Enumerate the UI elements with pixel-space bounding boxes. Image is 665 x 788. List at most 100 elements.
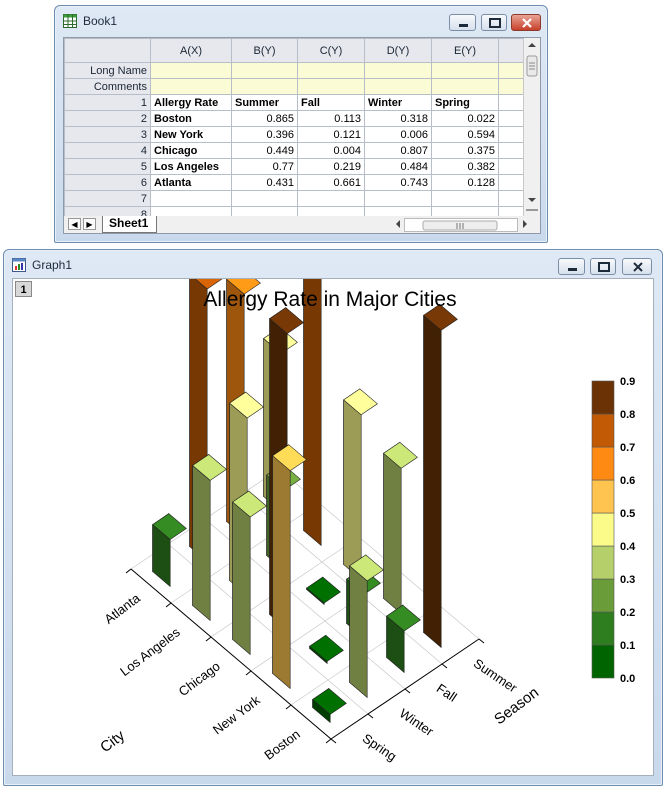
season-axis-tick [441,663,448,669]
cell[interactable] [231,62,298,79]
horizontal-scrollbar[interactable] [404,218,518,232]
value-cell[interactable]: 0.375 [431,142,499,159]
workbook-titlebar[interactable]: Book1 [61,11,541,33]
value-cell[interactable]: 0.121 [297,126,365,143]
layer-badge[interactable]: 1 [15,281,32,297]
graph-titlebar[interactable]: Graph1 [10,255,656,277]
maximize-button[interactable] [590,258,616,275]
value-cell[interactable]: 0.022 [431,110,499,127]
city-tick-label: Boston [261,726,302,762]
column-header[interactable]: D(Y) [364,38,432,63]
scroll-right-icon[interactable] [519,217,531,231]
sheet-tab[interactable]: Sheet1 [102,216,158,233]
city-tick-label: Chicago [176,658,223,699]
row-header[interactable]: 7 [64,190,151,207]
value-cell[interactable]: 0.382 [431,158,499,175]
value-cell[interactable]: 0.431 [231,174,298,191]
cell[interactable] [364,190,432,207]
close-icon [633,262,643,272]
scroll-left-icon[interactable] [392,217,404,231]
worksheet-grid[interactable]: A(X) B(Y) C(Y) D(Y) E(Y) Long Name Comme… [63,37,541,217]
minimize-button[interactable] [558,258,585,275]
cell[interactable] [431,78,499,95]
value-cell[interactable]: 0.318 [364,110,432,127]
season-axis-tick [330,738,337,744]
comments-row-header[interactable]: Comments [64,78,151,95]
city-cell[interactable]: Los Angeles [150,158,232,175]
city-axis-tick [325,738,332,744]
cell[interactable] [297,78,365,95]
value-cell[interactable]: 0.661 [297,174,365,191]
bar-top-face [269,307,304,334]
value-cell[interactable]: 0.396 [231,126,298,143]
city-cell[interactable]: New York [150,126,232,143]
minimize-button[interactable] [449,14,476,31]
cell[interactable] [231,190,298,207]
value-cell[interactable]: 0.484 [364,158,432,175]
value-cell[interactable]: 0.807 [364,142,432,159]
long-name-row-header[interactable]: Long Name [64,62,151,79]
colorscale-swatch [591,545,615,580]
bar-right-face [423,314,442,649]
row-header[interactable]: 3 [64,126,151,143]
column-header[interactable]: E(Y) [431,38,499,63]
column-header[interactable]: B(Y) [231,38,298,63]
maximize-button[interactable] [481,14,507,31]
cell[interactable] [364,78,432,95]
row-header[interactable]: 6 [64,174,151,191]
row-header[interactable]: 4 [64,142,151,159]
city-cell[interactable]: Boston [150,110,232,127]
value-cell[interactable]: 0.219 [297,158,365,175]
row-header[interactable]: 5 [64,158,151,175]
cell[interactable] [431,62,499,79]
next-sheet-button[interactable]: ▶ [83,218,96,230]
value-cell[interactable]: 0.594 [431,126,499,143]
graph-page[interactable]: 1 Boston New York Chicago Los Angeles Atlant… [12,278,654,776]
colorscale-label: 0.0 [620,673,635,685]
bar-top-face [309,634,344,662]
cell[interactable]: Winter [364,94,432,111]
cell[interactable] [150,190,232,207]
maximize-icon [489,18,501,28]
value-cell[interactable]: 0.865 [231,110,298,127]
value-cell[interactable]: 0.113 [297,110,365,127]
value-cell[interactable]: 0.004 [297,142,365,159]
value-cell[interactable]: 0.77 [231,158,298,175]
value-cell[interactable]: 0.006 [364,126,432,143]
cell[interactable] [297,190,365,207]
cell[interactable] [150,78,232,95]
cell[interactable] [150,62,232,79]
row-header[interactable]: 1 [64,94,151,111]
value-cell[interactable]: 0.743 [364,174,432,191]
value-cell[interactable]: 0.128 [431,174,499,191]
cell [498,174,525,191]
value-cell[interactable]: 0.449 [231,142,298,159]
close-button[interactable] [622,258,652,275]
cell[interactable]: Spring [431,94,499,111]
sheet-tab-bar: ◀ ▶ Sheet1 [63,216,541,234]
cell[interactable]: Fall [297,94,365,111]
column-header[interactable]: C(Y) [297,38,365,63]
cell[interactable] [297,62,365,79]
row-header[interactable]: 2 [64,110,151,127]
cell[interactable] [431,190,499,207]
city-cell[interactable]: Chicago [150,142,232,159]
prev-sheet-button[interactable]: ◀ [68,218,81,230]
city-axis-tick [245,670,252,676]
city-axis-tick [125,568,132,574]
cell[interactable] [231,78,298,95]
vertical-scrollbar[interactable] [523,38,540,216]
close-button[interactable] [511,14,541,31]
city-cell[interactable]: Atlanta [150,174,232,191]
workbook-window: Book1 A(X) B(Y) C(Y) D(Y) E(Y) Long Name [54,5,548,243]
cell[interactable]: Summer [231,94,298,111]
column-header[interactable]: A(X) [150,38,232,63]
colorscale-label: 0.5 [620,508,635,520]
bar-top-face [229,391,264,419]
corner-cell[interactable] [64,38,151,63]
colorscale-label: 0.8 [620,409,635,421]
cell[interactable]: Allergy Rate [150,94,232,111]
season-axis-tick [478,638,485,644]
cell[interactable] [364,62,432,79]
